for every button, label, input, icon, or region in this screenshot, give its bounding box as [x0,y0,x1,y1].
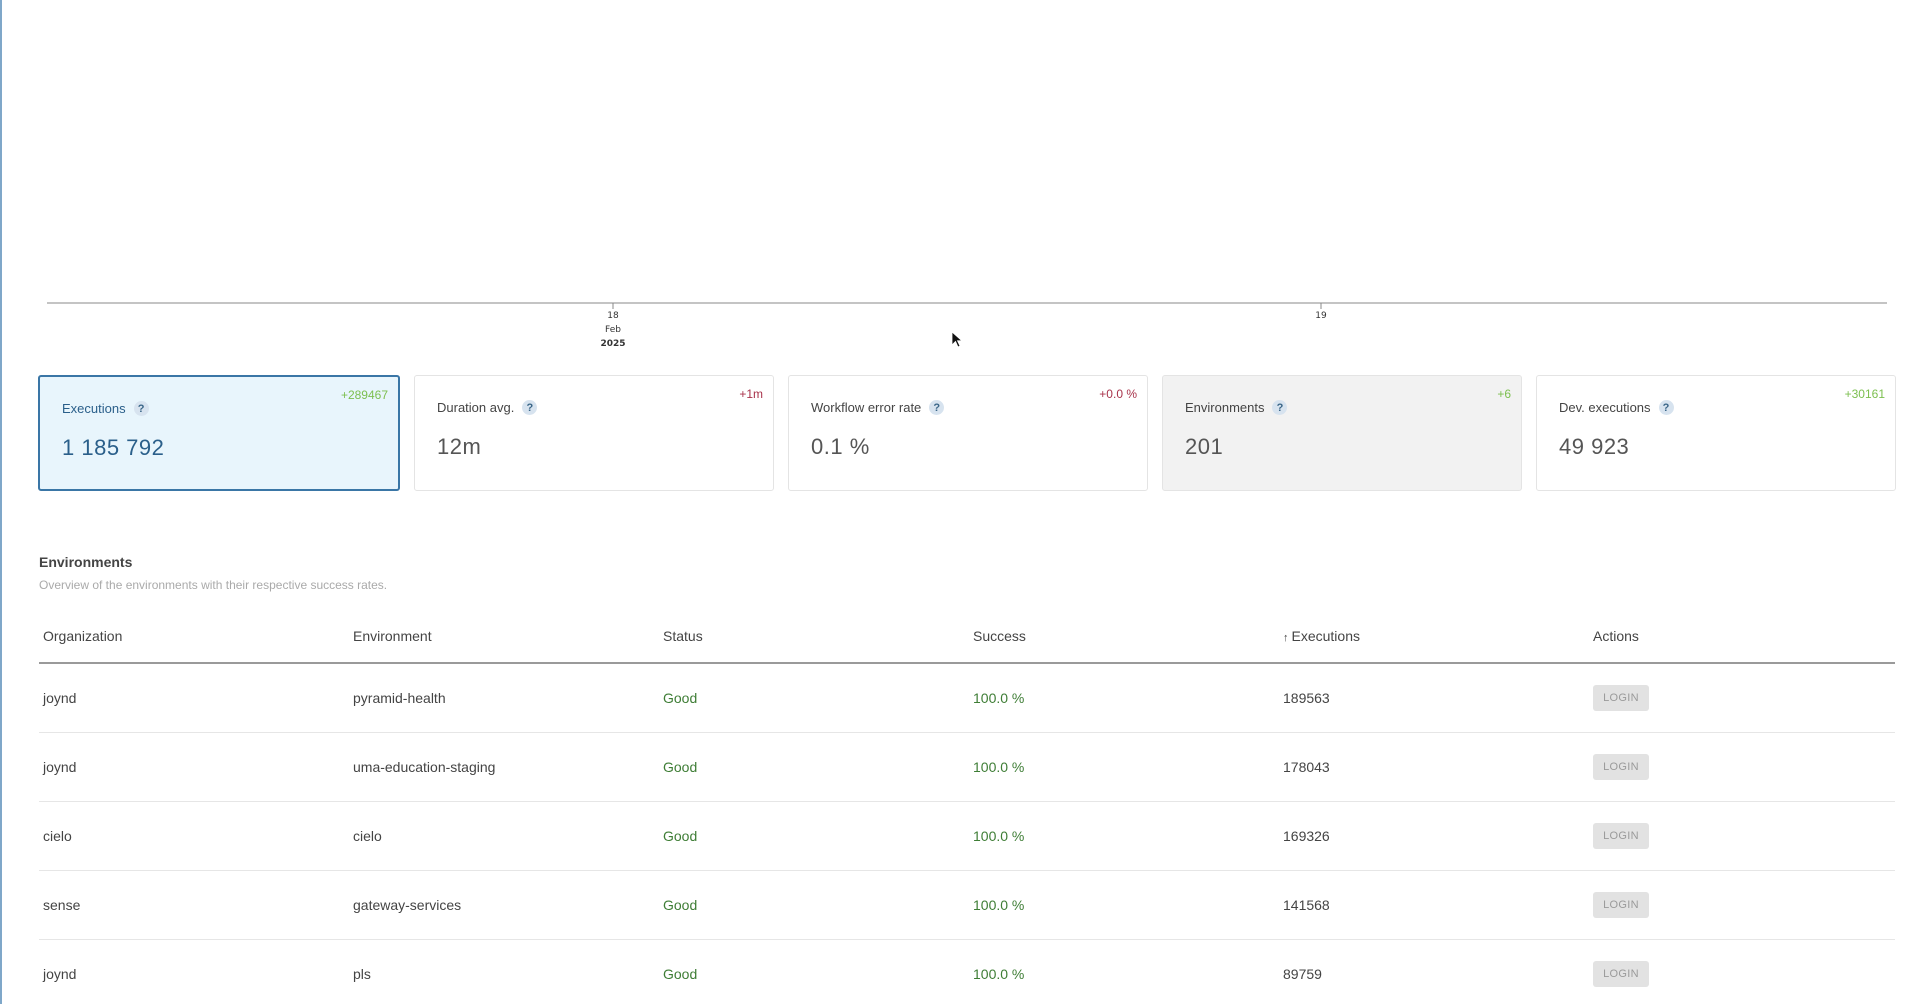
cell-actions: LOGIN [1589,754,1895,780]
help-icon[interactable]: ? [929,400,945,415]
cell-environment: pyramid-health [353,690,446,706]
stat-card-environments[interactable]: Environments ? 201 +6 [1162,375,1522,491]
card-value: 201 [1185,434,1224,459]
column-header-success[interactable]: Success [973,628,1026,644]
cell-success: 100.0 % [973,690,1025,706]
cell-organization: joynd [43,690,77,706]
stat-card-executions[interactable]: Executions ? 1 185 792 +289467 [38,375,400,491]
cell-environment: gateway-services [353,897,462,913]
cell-status: Good [663,897,698,913]
cell-organization: cielo [43,828,72,844]
timeline-chart[interactable]: 18 Feb 2025 19 [47,0,1887,360]
column-header-organization[interactable]: Organization [43,628,123,644]
cell-organization: sense [43,897,81,913]
section-title: Environments [39,554,133,570]
card-title: Workflow error rate [811,400,922,415]
help-icon[interactable]: ? [1272,400,1288,415]
tick-year-label: 2025 [600,339,625,349]
cell-actions: LOGIN [1589,685,1895,711]
timeline-tick-2: 19 [1315,303,1327,321]
stat-card-dev-executions[interactable]: Dev. executions ? 49 923 +30161 [1536,375,1896,491]
tick-day-label: 19 [1315,311,1327,321]
card-title: Environments [1185,400,1265,415]
card-value: 0.1 % [811,434,870,459]
cell-actions: LOGIN [1589,892,1895,918]
cell-success: 100.0 % [973,966,1025,982]
environments-table: Organization Environment Status Success … [39,610,1895,1004]
table-row: joynd uma-education-staging Good 100.0 %… [39,733,1895,802]
cell-organization: joynd [43,966,77,982]
card-value: 1 185 792 [62,435,165,460]
cell-success: 100.0 % [973,828,1025,844]
column-header-actions: Actions [1593,628,1639,644]
mouse-cursor-icon [951,331,963,348]
card-title: Duration avg. [437,400,515,415]
section-description: Overview of the environments with their … [39,578,388,592]
cell-success: 100.0 % [973,759,1025,775]
stat-card-workflow-error-rate[interactable]: Workflow error rate ? 0.1 % +0.0 % [788,375,1148,491]
card-delta: +30161 [1844,387,1885,401]
column-header-status[interactable]: Status [663,628,703,644]
login-button[interactable]: LOGIN [1593,685,1649,711]
timeline-tick-1: 18 Feb 2025 [600,303,626,349]
card-delta: +1m [739,387,763,401]
cell-status: Good [663,966,698,982]
card-title: Dev. executions [1559,400,1651,415]
login-button[interactable]: LOGIN [1593,754,1649,780]
table-row: joynd pyramid-health Good 100.0 % 189563… [39,664,1895,733]
table-row: sense gateway-services Good 100.0 % 1415… [39,871,1895,940]
stat-cards: Executions ? 1 185 792 +289467 Duration … [38,375,1896,491]
help-icon[interactable]: ? [1658,400,1674,415]
card-title: Executions [62,401,126,416]
cell-executions: 189563 [1283,690,1330,706]
card-value: 49 923 [1559,434,1630,459]
tick-month-label: Feb [605,325,621,335]
column-header-environment[interactable]: Environment [353,628,432,644]
cell-status: Good [663,690,698,706]
column-header-executions[interactable]: ↑ Executions [1279,628,1589,644]
cell-executions: 169326 [1283,828,1330,844]
timeline-svg: 18 Feb 2025 19 [47,302,1887,349]
cell-status: Good [663,828,698,844]
table-row: joynd pls Good 100.0 % 89759 LOGIN [39,940,1895,1004]
tick-day-label: 18 [607,311,619,321]
card-value: 12m [437,434,482,459]
cell-executions: 89759 [1283,966,1322,982]
cell-environment: uma-education-staging [353,759,496,775]
login-button[interactable]: LOGIN [1593,823,1649,849]
cell-executions: 141568 [1283,897,1330,913]
card-delta: +0.0 % [1099,387,1137,401]
login-button[interactable]: LOGIN [1593,892,1649,918]
card-delta: +289467 [340,388,388,402]
cell-status: Good [663,759,698,775]
cell-executions: 178043 [1283,759,1330,775]
cell-environment: pls [353,966,371,982]
sort-arrow-icon: ↑ [1283,632,1289,644]
help-icon[interactable]: ? [133,401,149,416]
cell-actions: LOGIN [1589,823,1895,849]
table-header: Organization Environment Status Success … [39,610,1895,664]
cell-actions: LOGIN [1589,961,1895,987]
card-delta: +6 [1497,387,1511,401]
column-header-label: Executions [1291,628,1360,644]
window-edge [0,0,2,1004]
login-button[interactable]: LOGIN [1593,961,1649,987]
stat-card-duration-avg[interactable]: Duration avg. ? 12m +1m [414,375,774,491]
help-icon[interactable]: ? [522,400,538,415]
cell-success: 100.0 % [973,897,1025,913]
table-row: cielo cielo Good 100.0 % 169326 LOGIN [39,802,1895,871]
cell-environment: cielo [353,828,382,844]
cell-organization: joynd [43,759,77,775]
